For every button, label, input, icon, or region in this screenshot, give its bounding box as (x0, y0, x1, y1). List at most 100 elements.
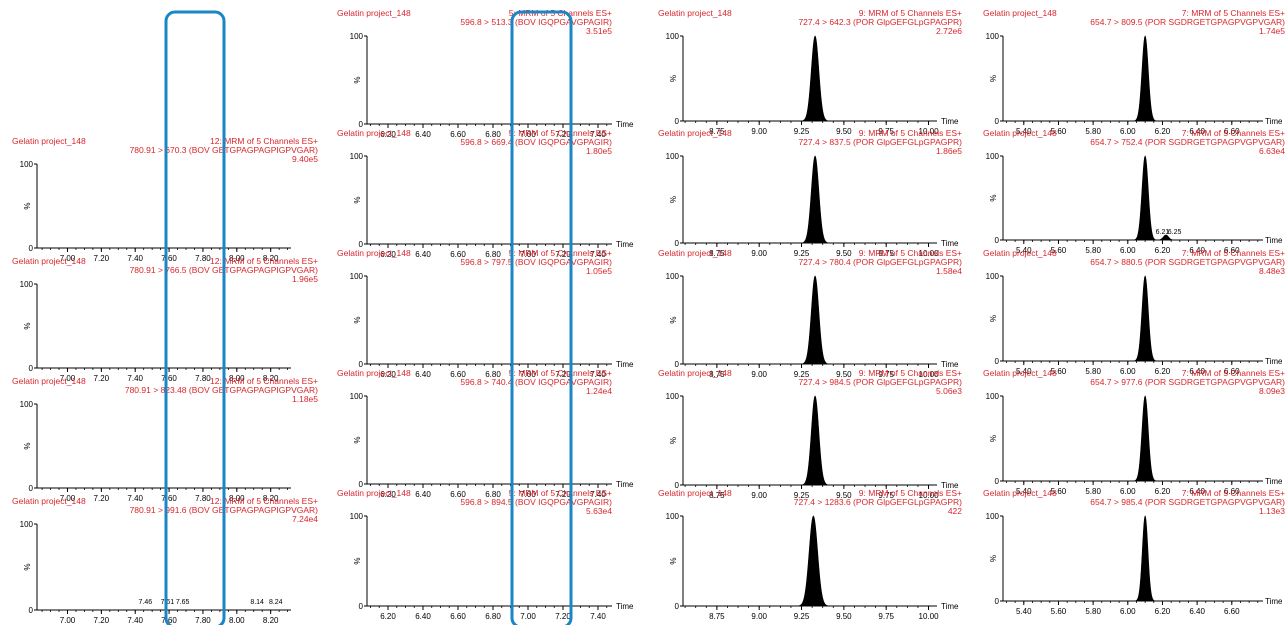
y-tick-label: 100 (350, 272, 364, 281)
x-tick-label: 9.25 (794, 612, 810, 621)
channel-header: 7: MRM of 5 Channels ES+ (1182, 368, 1285, 378)
x-tick-label: 7.20 (555, 250, 571, 259)
highlight-box (164, 10, 226, 625)
y-axis-label: % (989, 75, 998, 82)
channel-header: 9: MRM of 5 Channels ES+ (859, 488, 962, 498)
y-tick-label: 0 (29, 484, 34, 493)
x-tick-label: 8.00 (229, 494, 245, 503)
y-tick-label: 0 (995, 477, 1000, 486)
chromatogram-panel: Gelatin project_148 5: MRM of 5 Channels … (337, 368, 634, 499)
x-tick-label: 5.80 (1085, 367, 1101, 376)
x-tick-label: 5.40 (1016, 246, 1032, 255)
x-tick-label: 7.00 (60, 494, 76, 503)
x-tick-label: 9.75 (878, 370, 894, 379)
y-tick-label: 0 (675, 117, 680, 126)
x-tick-label: 8.75 (709, 612, 725, 621)
y-axis-label: % (353, 316, 362, 323)
transition-label: 596.8 > 669.4 (BOV IGQPGAVGPAGIR) (460, 137, 612, 147)
chromatogram-peak (796, 515, 831, 607)
intensity-label: 8.09e3 (1259, 386, 1285, 396)
x-tick-label: 9.75 (878, 491, 894, 500)
x-tick-label: 7.80 (195, 494, 211, 503)
channel-header: 7: MRM of 5 Channels ES+ (1182, 128, 1285, 138)
x-tick-label: 8.20 (263, 494, 279, 503)
y-axis-label: % (669, 75, 678, 82)
x-tick-label: 7.20 (555, 612, 571, 621)
y-tick-label: 100 (666, 152, 680, 161)
intensity-label: 3.51e5 (586, 26, 612, 36)
sample-name: Gelatin project_148 (983, 488, 1057, 498)
y-axis-label: % (669, 437, 678, 444)
x-tick-label: 7.60 (161, 254, 177, 263)
x-tick-label: 5.40 (1016, 367, 1032, 376)
chromatogram-peak (799, 35, 831, 122)
sample-name: Gelatin project_148 (337, 368, 411, 378)
transition-label: 596.8 > 740.4 (BOV IGQPGAVGPAGIR) (460, 377, 612, 387)
x-tick-label: 7.00 (520, 612, 536, 621)
y-axis-label: % (23, 563, 32, 570)
x-tick-label: 9.00 (751, 370, 767, 379)
sample-name: Gelatin project_148 (658, 488, 732, 498)
x-tick-label: 6.40 (415, 490, 431, 499)
x-tick-label: 9.50 (836, 249, 852, 258)
x-tick-label: 6.20 (380, 130, 396, 139)
x-tick-label: 7.40 (590, 490, 606, 499)
y-tick-label: 0 (995, 357, 1000, 366)
x-tick-label: 9.00 (751, 249, 767, 258)
x-tick-label: 5.60 (1051, 487, 1067, 496)
y-tick-label: 100 (666, 32, 680, 41)
x-tick-label: 8.20 (263, 374, 279, 383)
x-tick-label: 8.75 (709, 127, 725, 136)
transition-label: 727.4 > 780.4 (POR GlpGEFGLpGPAGPR) (798, 257, 962, 267)
x-tick-label: 7.00 (520, 370, 536, 379)
x-tick-label: 6.00 (1120, 607, 1136, 616)
intensity-label: 1.18e5 (292, 394, 318, 404)
chromatogram-panel: Gelatin project_148 9: MRM of 5 Channels … (658, 128, 962, 258)
x-axis-label: Time (616, 240, 634, 249)
x-axis-label: Time (941, 117, 959, 126)
x-tick-label: 6.80 (485, 250, 501, 259)
x-tick-label: 7.20 (555, 490, 571, 499)
x-tick-label: 9.25 (794, 249, 810, 258)
chromatogram-panel: Gelatin project_148 5: MRM of 5 Channels … (337, 248, 634, 379)
y-tick-label: 0 (675, 360, 680, 369)
y-axis-label: % (989, 315, 998, 322)
x-tick-label: 9.25 (794, 127, 810, 136)
x-tick-label: 5.40 (1016, 487, 1032, 496)
x-tick-label: 6.80 (485, 370, 501, 379)
y-tick-label: 0 (675, 239, 680, 248)
x-tick-label: 9.25 (794, 370, 810, 379)
x-tick-label: 9.00 (751, 491, 767, 500)
intensity-label: 1.58e4 (936, 266, 962, 276)
sample-name: Gelatin project_148 (658, 248, 732, 258)
intensity-label: 6.63e4 (1259, 146, 1285, 156)
x-tick-label: 10.00 (919, 127, 940, 136)
chromatogram-panel: Gelatin project_148 5: MRM of 5 Channels … (337, 128, 634, 259)
y-tick-label: 100 (666, 392, 680, 401)
x-tick-label: 9.75 (878, 612, 894, 621)
x-tick-label: 7.20 (94, 494, 110, 503)
channel-header: 7: MRM of 5 Channels ES+ (1182, 488, 1285, 498)
channel-header: 5: MRM of 5 Channels ES+ (509, 128, 612, 138)
x-tick-label: 7.20 (94, 254, 110, 263)
x-axis-label: Time (1265, 477, 1283, 486)
x-axis-label: Time (616, 602, 634, 611)
intensity-label: 1.86e5 (936, 146, 962, 156)
x-axis-label: Time (1265, 236, 1283, 245)
x-tick-label: 7.80 (195, 254, 211, 263)
x-tick-label: 7.00 (60, 254, 76, 263)
intensity-label: 7.24e4 (292, 514, 318, 524)
y-tick-label: 100 (20, 160, 34, 169)
y-tick-label: 100 (20, 280, 34, 289)
x-tick-label: 7.60 (161, 616, 177, 625)
x-tick-label: 6.00 (1120, 487, 1136, 496)
channel-header: 7: MRM of 5 Channels ES+ (1182, 248, 1285, 258)
y-tick-label: 0 (29, 606, 34, 615)
x-tick-label: 6.60 (1224, 367, 1240, 376)
transition-label: 654.7 > 752.4 (POR SGDRGETGPAGPVGPVGAR) (1090, 137, 1285, 147)
y-tick-label: 0 (995, 236, 1000, 245)
chromatogram-panel: Gelatin project_148 9: MRM of 5 Channels … (658, 8, 962, 136)
x-tick-label: 9.75 (878, 127, 894, 136)
chromatogram-panel: Gelatin project_148 7: MRM of 5 Channels … (983, 128, 1285, 255)
